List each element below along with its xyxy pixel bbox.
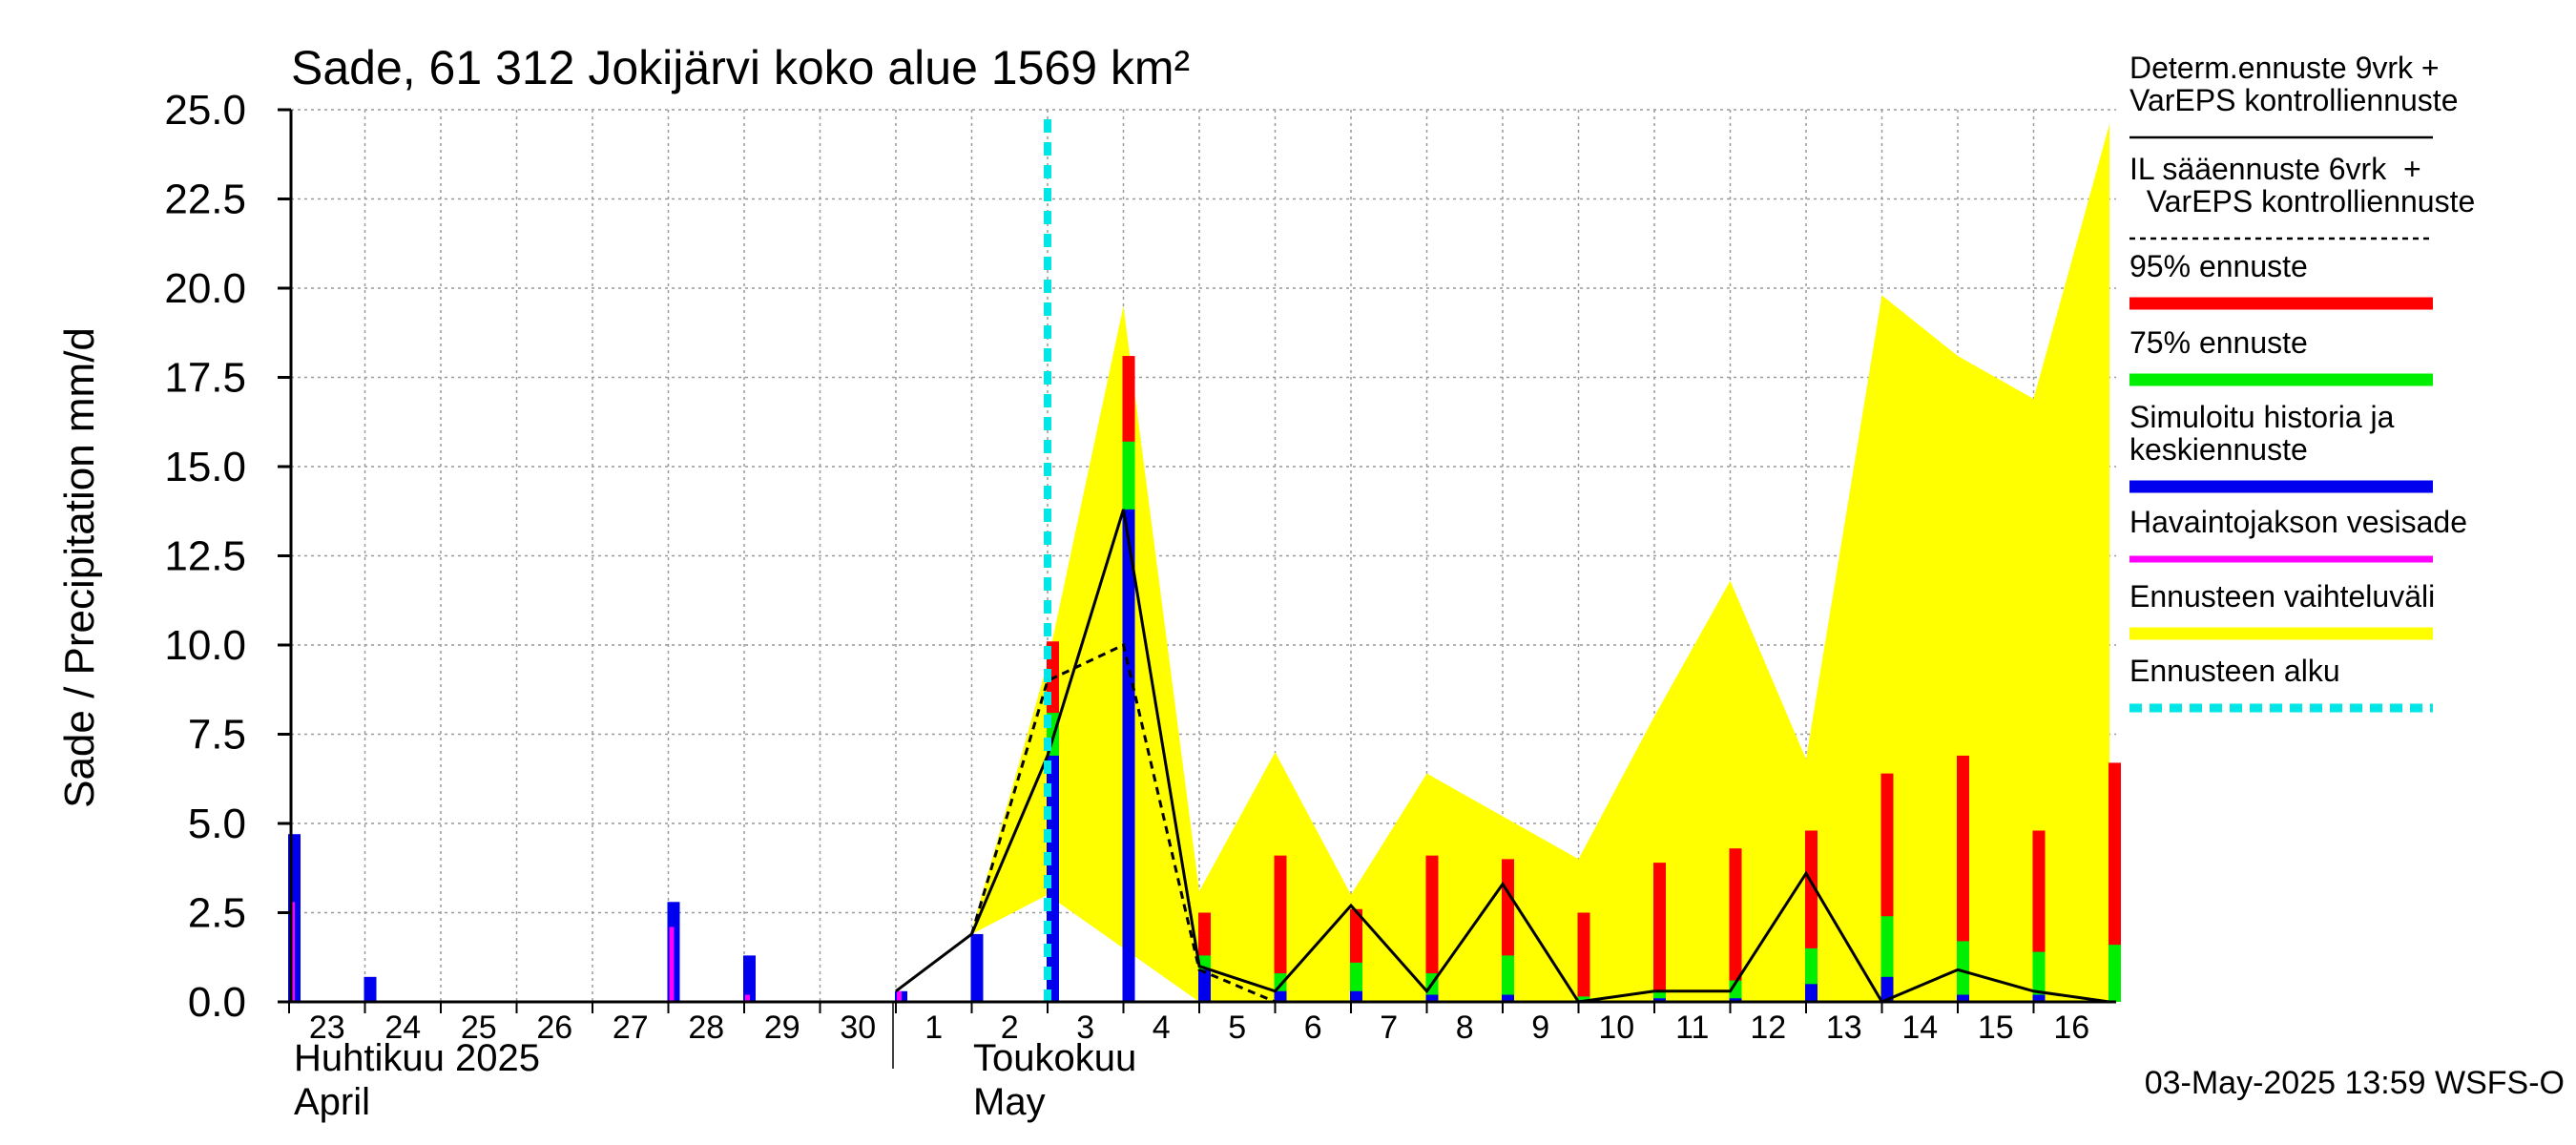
y-tick-labels: 0.0 2.5 5.0 7.5 10.0 12.5 15.0 17.5 20.0 22.5 25.0 [164, 87, 246, 1026]
mean-bar [1729, 998, 1742, 1002]
y-tick-label: 20.0 [164, 265, 246, 312]
mean-bar [1805, 984, 1818, 1002]
chart-title: Sade, 61 312 Jokijärvi koko alue 1569 km… [291, 41, 1190, 94]
x-tick-label: 26 [536, 1010, 572, 1046]
forecast-range-band [971, 123, 2109, 1002]
x-tick-label: 2 [1001, 1010, 1019, 1046]
x-tick-label: 25 [461, 1010, 497, 1046]
x-tick-label: 7 [1380, 1010, 1398, 1046]
p75-bar [1502, 955, 1514, 1002]
x-tick-label: 29 [764, 1010, 800, 1046]
x-tick-label: 4 [1153, 1010, 1171, 1046]
plot-axes [278, 108, 2116, 1069]
determ-forecast-line [895, 509, 2110, 1004]
mean-bar [1425, 994, 1439, 1002]
legend-label: IL sääennuste 6vrk + [2129, 152, 2421, 186]
legend-label: Determ.ennuste 9vrk + [2129, 51, 2440, 85]
observed-bar [897, 990, 902, 1002]
p95-bar [2109, 762, 2121, 1002]
mean-bar [1274, 990, 1287, 1002]
month-label-april-fi: Huhtikuu 2025 [294, 1037, 540, 1079]
observed-bar [669, 926, 675, 1002]
x-tick-label: 28 [688, 1010, 724, 1046]
p95-bar [1653, 863, 1666, 1002]
legend-label: Ennusteen alku [2129, 654, 2340, 688]
legend-label: VarEPS kontrolliennuste [2129, 184, 2475, 219]
x-tick-label: 9 [1531, 1010, 1549, 1046]
range-band-area [971, 123, 2109, 1002]
p95-bar [1577, 912, 1590, 1002]
y-tick-label: 5.0 [188, 801, 246, 847]
legend: Determ.ennuste 9vrk +VarEPS kontrollienn… [2129, 51, 2475, 713]
y-tick-label: 7.5 [188, 712, 246, 759]
x-tick-label: 6 [1304, 1010, 1322, 1046]
legend-label: Ennusteen vaihteluväli [2129, 579, 2435, 614]
p95-bar [1274, 855, 1287, 1002]
y-tick-label: 15.0 [164, 444, 246, 490]
x-tick-label: 11 [1675, 1010, 1709, 1046]
p95-bar [1425, 855, 1439, 1002]
legend-label: 95% ennuste [2129, 249, 2308, 283]
legend-label: VarEPS kontrolliennuste [2129, 83, 2458, 117]
y-tick-label: 25.0 [164, 87, 246, 134]
y-tick-label: 22.5 [164, 177, 246, 223]
y-tick-label: 0.0 [188, 979, 246, 1026]
y-tick-label: 10.0 [164, 622, 246, 669]
legend-label: keskiennuste [2129, 432, 2308, 467]
mean-bar [1880, 976, 1894, 1002]
legend-label: 75% ennuste [2129, 325, 2308, 360]
p95-bar [1957, 755, 1969, 1002]
p75-bar [1577, 996, 1590, 1002]
x-tick-label: 12 [1750, 1010, 1786, 1046]
p75-bar [1653, 990, 1666, 1002]
mean-bar [1198, 969, 1211, 1002]
history-bar [743, 955, 756, 1002]
y-axis-label: Sade / Precipitation mm/d [56, 327, 103, 808]
footer-timestamp: 03-May-2025 13:59 WSFS-O [2145, 1065, 2565, 1101]
x-tick-label: 27 [613, 1010, 649, 1046]
y-tick-label: 17.5 [164, 355, 246, 402]
mean-bar [1122, 509, 1135, 1002]
x-tick-label: 14 [1901, 1010, 1938, 1046]
mean-bar [2032, 994, 2046, 1002]
x-tick-labels: 23 24 25 26 27 28 29 30 1 2 3 4 5 6 7 8 9 10 11 12 13 14 15 16 [309, 1010, 2089, 1046]
history-bar [970, 933, 984, 1002]
month-label-may-en: May [973, 1081, 1046, 1123]
mean-bar [1653, 998, 1666, 1002]
mean-bar [1350, 990, 1362, 1002]
y-tick-label: 12.5 [164, 533, 246, 580]
x-tick-label: 15 [1978, 1010, 2014, 1046]
x-tick-label: 30 [840, 1010, 876, 1046]
x-tick-label: 24 [384, 1010, 421, 1046]
p95-bar [1729, 848, 1742, 1002]
month-label-april-en: April [294, 1081, 370, 1123]
x-tick-label: 8 [1456, 1010, 1474, 1046]
x-tick-label: 10 [1598, 1010, 1634, 1046]
legend-label: Simuloitu historia ja [2129, 400, 2395, 434]
mean-bar [1957, 994, 1969, 1002]
x-tick-label: 23 [309, 1010, 345, 1046]
x-tick-label: 13 [1826, 1010, 1862, 1046]
p75-bar [2032, 951, 2046, 1002]
x-tick-label: 1 [924, 1010, 943, 1046]
observed-bar [745, 994, 750, 1002]
x-tick-label: 5 [1228, 1010, 1246, 1046]
y-tick-label: 2.5 [188, 890, 246, 937]
x-tick-label: 3 [1076, 1010, 1094, 1046]
x-tick-label: 16 [2053, 1010, 2089, 1046]
mean-bar [1502, 994, 1514, 1002]
legend-label: Havaintojakson vesisade [2129, 505, 2467, 539]
month-label-may-fi: Toukokuu [973, 1037, 1136, 1079]
p75-bar [2109, 945, 2121, 1002]
history-bar [364, 976, 377, 1002]
